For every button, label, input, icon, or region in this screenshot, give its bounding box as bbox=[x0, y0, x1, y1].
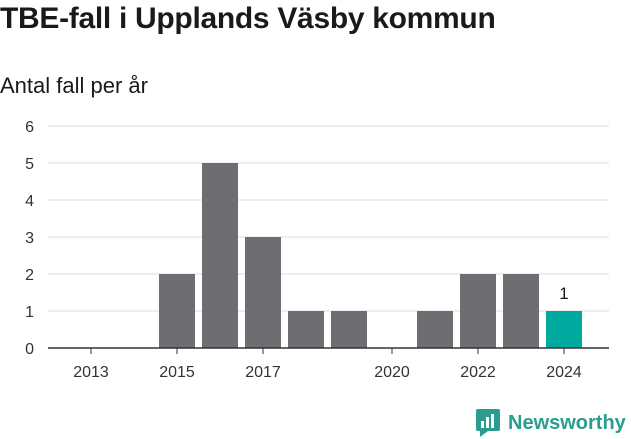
x-tick-label: 2015 bbox=[159, 364, 195, 381]
y-tick-label: 1 bbox=[25, 304, 34, 321]
y-tick-label: 2 bbox=[25, 267, 34, 284]
bar bbox=[460, 274, 496, 348]
bar bbox=[331, 311, 367, 348]
y-tick-label: 0 bbox=[25, 341, 34, 358]
x-tick-label: 2013 bbox=[73, 364, 109, 381]
y-tick-label: 3 bbox=[25, 230, 34, 247]
bar bbox=[503, 274, 539, 348]
chart-subtitle: Antal fall per år bbox=[0, 73, 148, 98]
x-tick-label: 2017 bbox=[245, 364, 281, 381]
bar-highlight bbox=[546, 311, 582, 348]
bar bbox=[417, 311, 453, 348]
x-tick-label: 2020 bbox=[374, 364, 410, 381]
y-tick-label: 5 bbox=[25, 156, 34, 173]
data-label: 1 bbox=[559, 284, 568, 303]
bar bbox=[245, 237, 281, 348]
x-tick-label: 2024 bbox=[546, 364, 582, 381]
chart-title: TBE-fall i Upplands Väsby kommun bbox=[0, 2, 496, 35]
brand-name: Newsworthy bbox=[508, 411, 626, 434]
brand-logo: Newsworthy bbox=[476, 409, 626, 437]
y-tick-label: 4 bbox=[25, 193, 34, 210]
bar bbox=[159, 274, 195, 348]
bar bbox=[288, 311, 324, 348]
y-tick-label: 6 bbox=[25, 119, 34, 136]
x-tick-label: 2022 bbox=[460, 364, 496, 381]
newsworthy-logo-icon bbox=[476, 409, 500, 437]
bar bbox=[202, 163, 238, 348]
